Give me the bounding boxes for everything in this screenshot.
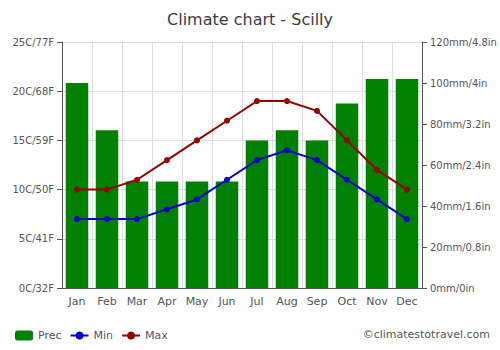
svg-text:Jan: Jan (68, 295, 86, 308)
svg-text:Sep: Sep (307, 295, 328, 308)
svg-text:Apr: Apr (157, 295, 177, 308)
svg-text:0mm/0in: 0mm/0in (430, 283, 475, 294)
svg-text:20C/68F: 20C/68F (12, 86, 54, 97)
svg-text:80mm/3.2in: 80mm/3.2in (430, 119, 491, 130)
svg-text:May: May (186, 295, 209, 308)
svg-text:Jul: Jul (249, 295, 263, 308)
svg-text:Jun: Jun (217, 295, 235, 308)
svg-text:Nov: Nov (366, 295, 388, 308)
svg-text:20mm/0.8in: 20mm/0.8in (430, 242, 491, 253)
svg-text:5C/41F: 5C/41F (19, 233, 54, 244)
svg-text:Mar: Mar (127, 295, 148, 308)
svg-text:60mm/2.4in: 60mm/2.4in (430, 160, 491, 171)
svg-text:Prec: Prec (38, 329, 62, 342)
svg-text:40mm/1.6in: 40mm/1.6in (430, 201, 491, 212)
svg-text:Aug: Aug (276, 295, 297, 308)
svg-text:Max: Max (145, 329, 168, 342)
svg-text:Oct: Oct (337, 295, 357, 308)
svg-text:100mm/4in: 100mm/4in (430, 78, 487, 89)
svg-text:25C/77F: 25C/77F (12, 37, 54, 48)
svg-text:Feb: Feb (97, 295, 116, 308)
svg-text:0C/32F: 0C/32F (19, 283, 54, 294)
svg-text:Climate chart - Scilly: Climate chart - Scilly (167, 10, 333, 29)
svg-text:10C/50F: 10C/50F (12, 184, 54, 195)
svg-text:Min: Min (94, 329, 114, 342)
svg-text:15C/59F: 15C/59F (12, 135, 54, 146)
svg-text:120mm/4.8in: 120mm/4.8in (430, 37, 497, 48)
svg-text:©climatestotravel.com: ©climatestotravel.com (363, 328, 490, 341)
svg-text:Dec: Dec (396, 295, 417, 308)
